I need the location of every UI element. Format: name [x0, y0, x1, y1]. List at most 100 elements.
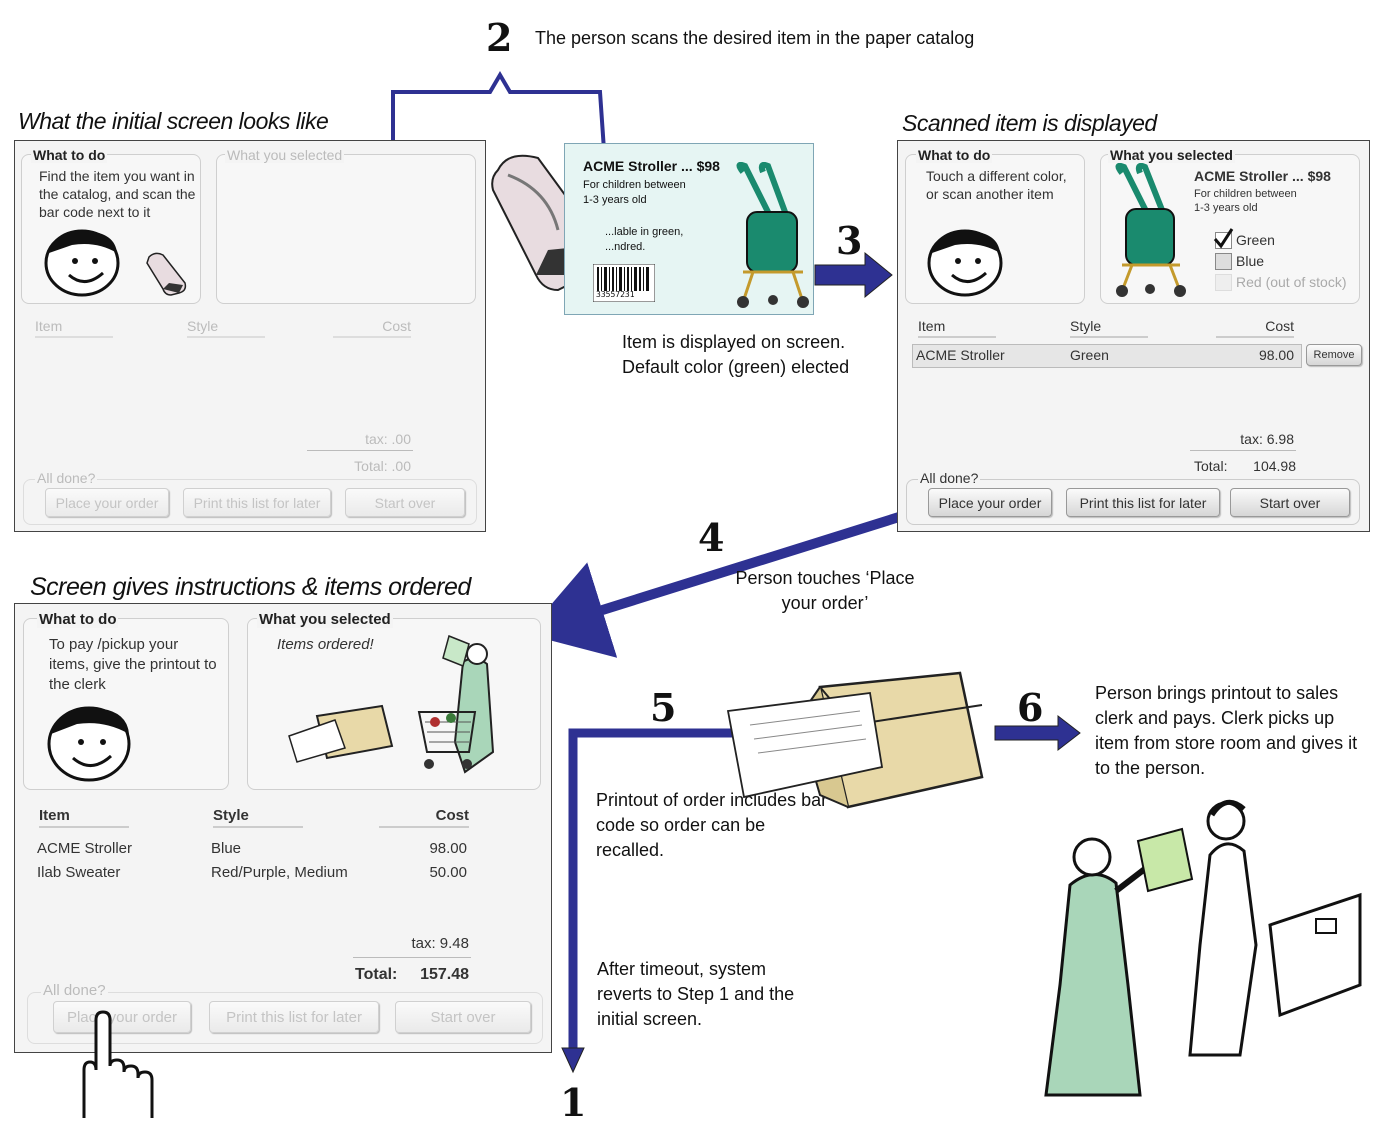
col-style-header: Style	[213, 807, 303, 828]
stroller-icon	[1115, 163, 1186, 297]
place-order-button[interactable]: Place your order	[53, 1001, 191, 1033]
ordered-screen: What to do To pay /pickup your items, gi…	[14, 603, 552, 1053]
col-item-header: Item	[918, 318, 996, 338]
all-done-label: All done?	[918, 470, 981, 486]
option-red-label: Red (out of stock)	[1236, 274, 1347, 290]
total-label: Total:	[355, 966, 398, 983]
col-item-header: Item	[35, 318, 113, 338]
clerk-and-customer-icon	[1044, 799, 1362, 1097]
checkmark-icon	[1213, 228, 1234, 249]
step-6-text: Person brings printout to sales clerk an…	[1095, 683, 1358, 778]
step-2-number: 2	[486, 15, 513, 60]
catalog-card: ACME Stroller ... $98 For children betwe…	[564, 143, 814, 315]
col-cost-header: Cost	[1216, 318, 1294, 338]
step-4-number: 4	[698, 515, 725, 560]
caption-instructions: Screen gives instructions & items ordere…	[30, 573, 471, 601]
step-2-text: The person scans the desired item in the…	[535, 28, 975, 48]
row-2-item: Ilab Sweater	[37, 864, 121, 881]
step-5-text: Printout of order includes bar code so o…	[596, 790, 828, 860]
total-value: 104.98	[1253, 458, 1296, 474]
col-item-header: Item	[39, 807, 129, 828]
catalog-product-title: ACME Stroller ... $98	[583, 158, 720, 174]
selected-title: What you selected	[1108, 147, 1235, 163]
print-list-button[interactable]: Print this list for later	[209, 1001, 379, 1033]
red-checkbox	[1215, 274, 1232, 291]
step2-bracket	[391, 71, 606, 151]
catalog-barcode	[593, 264, 655, 302]
shopper-with-cart-icon	[417, 634, 495, 774]
printer-icon	[288, 704, 394, 763]
selected-panel	[247, 618, 541, 790]
option-blue-label: Blue	[1236, 253, 1265, 269]
all-done-label: All done?	[35, 470, 98, 486]
product-title: ACME Stroller ... $98	[1194, 168, 1331, 184]
step6-arrow	[994, 714, 1081, 752]
step-1-number: 1	[560, 1080, 587, 1125]
tax-value: tax: .00	[365, 431, 411, 447]
tax-value: tax: 6.98	[1240, 431, 1294, 447]
caption-initial-screen: What the initial screen looks like	[18, 108, 329, 134]
initial-screen: What to do Find the item you want in the…	[14, 140, 486, 532]
product-desc-2: 1-3 years old	[1194, 202, 1258, 214]
col-cost-header: Cost	[379, 807, 469, 828]
col-cost-header: Cost	[333, 318, 411, 338]
selected-title: What you selected	[257, 611, 393, 628]
timeout-text: After timeout, system reverts to Step 1 …	[597, 959, 795, 1029]
printer-icon	[726, 671, 984, 809]
step4-arrow	[525, 507, 917, 658]
what-to-do-title: What to do	[916, 147, 993, 163]
blue-checkbox[interactable]	[1215, 253, 1232, 270]
items-ordered-text: Items ordered!	[277, 636, 374, 653]
print-list-button[interactable]: Print this list for later	[1066, 488, 1220, 517]
scanned-screen: What to do Touch a different color, or s…	[897, 140, 1370, 532]
row-2-style: Red/Purple, Medium	[211, 864, 348, 881]
step-3-number: 3	[836, 218, 863, 263]
start-over-button[interactable]: Start over	[345, 488, 465, 517]
selected-panel	[216, 154, 476, 304]
row-1-item: ACME Stroller	[37, 840, 133, 857]
pointing-hand-icon	[82, 1010, 154, 1118]
step-4-text: Person touches ‘Place your order’	[735, 568, 915, 613]
tax-value: tax: 9.48	[411, 935, 469, 952]
total-value: 157.48	[420, 966, 469, 983]
catalog-desc-2: 1-3 years old	[583, 194, 647, 206]
option-green-label: Green	[1236, 232, 1275, 248]
remove-button[interactable]: Remove	[1306, 344, 1362, 366]
all-done-label: All done?	[41, 982, 108, 999]
total-label: Total:	[1194, 458, 1228, 474]
selected-title: What you selected	[225, 147, 345, 163]
what-to-do-text: To pay /pickup your items, give the prin…	[49, 636, 217, 693]
row-1-cost: 98.00	[429, 840, 467, 857]
product-desc-1: For children between	[1194, 188, 1297, 200]
col-style-header: Style	[187, 318, 265, 338]
what-to-do-text: Find the item you want in the catalog, a…	[39, 168, 196, 220]
row-cost: 98.00	[1258, 347, 1294, 363]
table-row[interactable]	[912, 344, 1302, 368]
step5-arrow	[568, 728, 760, 1060]
row-2-cost: 50.00	[429, 864, 467, 881]
start-over-button[interactable]: Start over	[395, 1001, 531, 1033]
total-value: Total: .00	[354, 458, 411, 474]
col-style-header: Style	[1070, 318, 1148, 338]
row-1-style: Blue	[211, 840, 242, 857]
step-3-text: Item is displayed on screen. Default col…	[622, 332, 850, 377]
catalog-barcode-number: 33557231	[596, 290, 635, 299]
print-list-button[interactable]: Print this list for later	[183, 488, 331, 517]
step-5-number: 5	[650, 685, 677, 730]
helper-face-icon	[927, 229, 1003, 297]
what-to-do-title: What to do	[37, 611, 119, 628]
what-to-do-text: Touch a different color, or scan another…	[926, 168, 1067, 202]
place-order-button[interactable]: Place your order	[928, 488, 1052, 517]
row-item: ACME Stroller	[916, 347, 1005, 363]
place-order-button[interactable]: Place your order	[45, 488, 169, 517]
step3-arrow	[814, 251, 893, 299]
stroller-icon	[736, 162, 809, 308]
start-over-button[interactable]: Start over	[1230, 488, 1350, 517]
catalog-desc-4: ...ndred.	[605, 241, 646, 253]
small-scanner-icon	[146, 252, 187, 296]
row-style: Green	[1070, 347, 1109, 363]
catalog-desc-1: For children between	[583, 179, 686, 191]
caption-scanned-item: Scanned item is displayed	[902, 110, 1157, 136]
what-to-do-title: What to do	[31, 147, 108, 163]
helper-face-icon	[47, 706, 131, 782]
